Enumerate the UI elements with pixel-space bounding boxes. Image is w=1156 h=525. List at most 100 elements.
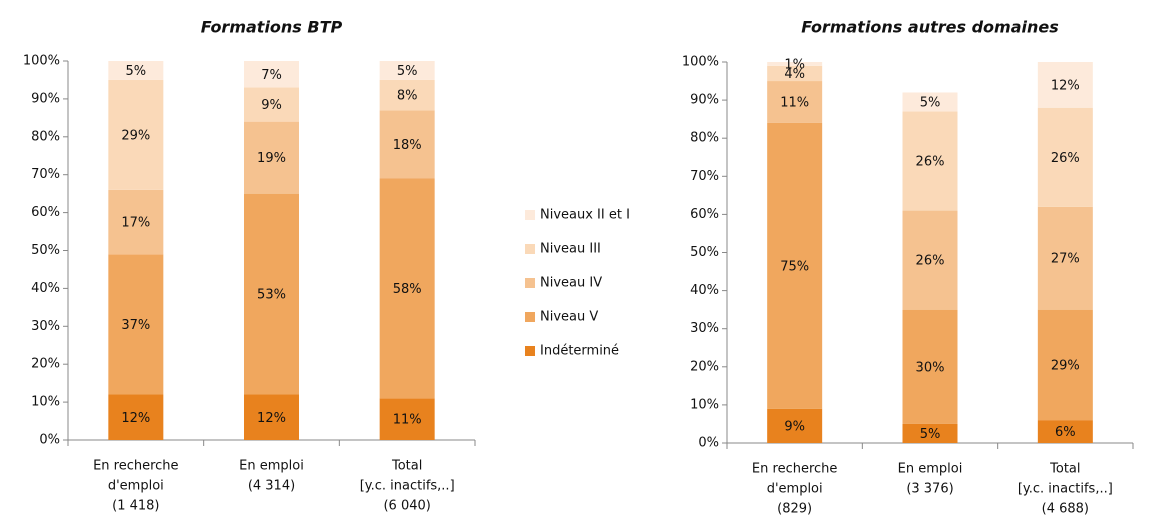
bar-segment	[244, 121, 299, 194]
x-tick-label: (3 376)	[906, 482, 953, 497]
data-label: 4%	[784, 67, 805, 82]
x-tick-label: Total	[391, 459, 422, 474]
bar-segment	[244, 193, 299, 395]
data-label: 11%	[780, 96, 809, 111]
data-label: 7%	[261, 68, 282, 83]
y-tick-label: 100%	[23, 54, 60, 69]
data-label: 8%	[397, 89, 418, 104]
bar-segment	[108, 254, 164, 395]
data-label: 5%	[920, 427, 941, 442]
x-tick-label: [y.c. inactifs,..]	[1018, 482, 1113, 497]
bar-segment	[379, 79, 435, 111]
data-label: 9%	[261, 98, 282, 113]
y-tick-label: 10%	[31, 395, 60, 410]
bar-segment	[244, 394, 299, 440]
y-tick-label: 90%	[690, 93, 719, 108]
data-label: 75%	[780, 259, 809, 274]
y-tick-label: 20%	[690, 359, 719, 374]
chart-title: Formations autres domaines	[801, 18, 1058, 37]
bar-segment	[244, 61, 299, 88]
bar-segment	[767, 62, 823, 66]
x-tick-label: d'emploi	[767, 482, 823, 497]
y-tick-label: 50%	[690, 245, 719, 260]
data-label: 12%	[121, 411, 150, 426]
bar-segment	[902, 111, 958, 211]
x-tick-label: d'emploi	[108, 479, 164, 494]
y-tick-label: 60%	[690, 207, 719, 222]
y-tick-label: 0%	[698, 436, 719, 451]
legend-label: Niveau IV	[540, 276, 602, 291]
data-label: 26%	[916, 254, 945, 269]
x-tick-label: En recherche	[93, 459, 178, 474]
bar-segment	[1037, 62, 1093, 108]
bar-segment	[902, 309, 958, 424]
data-label: 9%	[784, 419, 805, 434]
bar-segment	[902, 210, 958, 310]
legend-swatch	[525, 210, 535, 220]
y-tick-label: 30%	[690, 321, 719, 336]
legend-swatch	[525, 278, 535, 288]
data-label: 5%	[397, 64, 418, 79]
y-tick-label: 20%	[31, 357, 60, 372]
bar-segment	[379, 178, 435, 399]
y-tick-label: 40%	[31, 281, 60, 296]
data-label: 27%	[1051, 252, 1080, 267]
data-label: 12%	[1051, 78, 1080, 93]
data-label: 26%	[916, 155, 945, 170]
data-label: 58%	[393, 282, 422, 297]
bar-segment	[767, 122, 823, 409]
legend-swatch	[525, 312, 535, 322]
data-label: 12%	[257, 411, 286, 426]
bar-segment	[379, 398, 435, 440]
y-tick-label: 70%	[690, 169, 719, 184]
bar-segment	[379, 110, 435, 179]
bar-segment	[902, 92, 958, 112]
x-tick-label: En emploi	[898, 462, 963, 477]
bar-segment	[379, 61, 435, 80]
x-tick-label: En recherche	[752, 462, 837, 477]
data-label: 11%	[393, 413, 422, 428]
legend-label: Niveau III	[540, 242, 601, 257]
legend-swatch	[525, 244, 535, 254]
x-tick-label: (4 688)	[1042, 502, 1089, 517]
y-tick-label: 80%	[31, 129, 60, 144]
y-tick-label: 60%	[31, 205, 60, 220]
x-tick-label: Total	[1049, 462, 1080, 477]
bar-segment	[244, 87, 299, 122]
data-label: 19%	[257, 151, 286, 166]
data-label: 26%	[1051, 151, 1080, 166]
y-tick-label: 0%	[39, 433, 60, 448]
data-label: 5%	[126, 64, 147, 79]
chart-title: Formations BTP	[201, 18, 343, 37]
y-tick-label: 30%	[31, 319, 60, 334]
y-tick-label: 80%	[690, 131, 719, 146]
bar-segment	[767, 65, 823, 82]
bar-segment	[767, 81, 823, 123]
x-tick-label: (1 418)	[112, 499, 159, 514]
x-tick-label: (829)	[777, 502, 812, 517]
bar-segment	[108, 61, 164, 80]
y-tick-label: 40%	[690, 283, 719, 298]
bar-segment	[108, 189, 164, 255]
data-label: 18%	[393, 138, 422, 153]
data-label: 1%	[784, 57, 805, 72]
data-label: 29%	[1051, 358, 1080, 373]
y-tick-label: 100%	[682, 55, 719, 70]
data-label: 5%	[920, 96, 941, 111]
data-label: 37%	[121, 318, 150, 333]
data-label: 29%	[121, 128, 150, 143]
y-tick-label: 70%	[31, 167, 60, 182]
y-tick-label: 50%	[31, 243, 60, 258]
data-label: 17%	[121, 216, 150, 231]
bar-segment	[1037, 420, 1093, 443]
legend-label: Indéterminé	[540, 344, 619, 359]
data-label: 53%	[257, 288, 286, 303]
bar-segment	[108, 79, 164, 190]
bar-segment	[108, 394, 164, 440]
bar-segment	[1037, 309, 1093, 421]
x-tick-label: En emploi	[239, 459, 304, 474]
bar-segment	[902, 423, 958, 443]
y-tick-label: 90%	[31, 91, 60, 106]
x-tick-label: [y.c. inactifs,..]	[360, 479, 455, 494]
